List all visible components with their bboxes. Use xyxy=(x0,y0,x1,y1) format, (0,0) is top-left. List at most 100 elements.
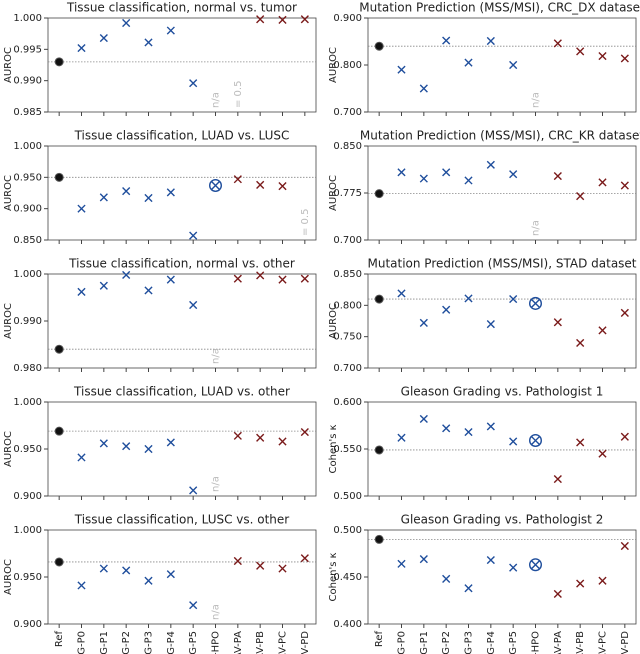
y-tick-label: 0.990 xyxy=(13,76,42,87)
marker xyxy=(442,36,451,45)
marker xyxy=(144,38,153,47)
y-tick-label: 0.700 xyxy=(333,363,362,374)
plot-frame xyxy=(47,273,317,369)
plot-frame xyxy=(367,401,637,497)
marker xyxy=(464,584,473,593)
marker xyxy=(620,54,629,63)
y-tick-label: 1.000 xyxy=(13,141,42,152)
marker xyxy=(576,47,585,56)
marker xyxy=(122,442,131,451)
y-tick-label: 1.000 xyxy=(13,525,42,536)
marker xyxy=(509,437,518,446)
y-tick-label: 0.950 xyxy=(13,444,42,455)
x-tick-label: AG-P3 xyxy=(464,631,475,654)
y-tick-label: 0.950 xyxy=(13,172,42,183)
plot-frame xyxy=(367,273,637,369)
x-tick-label: AV-PA xyxy=(233,631,244,654)
y-axis-label: AUROC xyxy=(3,431,14,467)
marker xyxy=(419,318,428,327)
marker xyxy=(54,426,64,436)
plot-frame xyxy=(47,529,317,625)
marker xyxy=(374,294,384,304)
marker xyxy=(442,305,451,314)
plot-frame xyxy=(47,145,317,241)
marker xyxy=(189,486,198,495)
na-label: n/a xyxy=(531,220,542,236)
x-tick-label: AG-P4 xyxy=(166,631,177,654)
panel-title: Tissue classification, LUAD vs. other xyxy=(73,385,290,399)
note: = 0.5 xyxy=(233,81,244,108)
y-tick-label: 0.750 xyxy=(333,332,362,343)
marker xyxy=(509,60,518,70)
y-axis-label: AUROC xyxy=(3,175,14,211)
x-tick-label: AV-PA xyxy=(553,631,564,654)
na-label: n/a xyxy=(211,476,222,492)
y-axis-label: AUROC xyxy=(328,47,339,83)
marker xyxy=(553,171,562,181)
marker xyxy=(300,427,309,437)
marker xyxy=(553,589,562,599)
marker xyxy=(419,555,428,564)
marker xyxy=(256,433,265,442)
panel-title: Tissue classification, normal vs. other xyxy=(68,257,295,271)
marker xyxy=(54,344,64,354)
x-tick-label: AG-P5 xyxy=(508,631,519,654)
marker xyxy=(486,422,495,431)
marker xyxy=(99,439,108,448)
marker xyxy=(233,175,242,184)
marker xyxy=(166,26,175,35)
marker xyxy=(397,168,406,177)
y-tick-label: 0.900 xyxy=(13,204,42,215)
y-tick-label: 1.000 xyxy=(13,13,42,24)
marker xyxy=(144,193,153,203)
na-label: n/a xyxy=(211,92,222,108)
panel-title: Tissue classification, LUAD vs. LUSC xyxy=(74,129,290,143)
y-tick-label: 0.900 xyxy=(13,491,42,502)
y-axis-label: AUROC xyxy=(3,47,14,83)
marker xyxy=(374,445,384,455)
na-label: n/a xyxy=(211,348,222,364)
panel-title: Gleason Grading vs. Pathologist 1 xyxy=(401,385,604,399)
y-tick-label: 1.000 xyxy=(13,397,42,408)
x-tick-label: AV-PB xyxy=(255,631,266,654)
marker xyxy=(442,168,451,177)
marker xyxy=(278,564,287,573)
marker xyxy=(278,437,287,446)
marker xyxy=(529,558,543,572)
x-tick-label: AG-P0 xyxy=(77,631,88,654)
marker xyxy=(256,561,265,570)
marker xyxy=(419,84,428,93)
y-tick-label: 0.850 xyxy=(333,141,362,152)
marker xyxy=(77,43,86,53)
marker xyxy=(189,231,198,240)
marker xyxy=(620,308,629,317)
marker xyxy=(166,570,175,579)
marker xyxy=(189,300,198,310)
marker xyxy=(553,39,562,48)
x-tick-label: AV-PB xyxy=(575,631,586,654)
marker xyxy=(598,178,607,187)
marker xyxy=(509,170,518,179)
na-label: n/a xyxy=(211,604,222,620)
marker xyxy=(553,318,562,327)
marker xyxy=(122,566,131,575)
y-tick-label: 0.800 xyxy=(333,60,362,71)
marker xyxy=(397,559,406,568)
marker xyxy=(620,541,629,551)
marker xyxy=(166,275,175,284)
x-tick-label: AG-HPO xyxy=(211,631,222,654)
plot-frame xyxy=(47,401,317,497)
x-tick-label: AG-P2 xyxy=(121,631,132,654)
marker xyxy=(486,320,495,329)
y-tick-label: 0.500 xyxy=(333,525,362,536)
marker xyxy=(553,474,562,484)
marker xyxy=(529,296,543,310)
y-axis-label: AUROC xyxy=(3,303,14,339)
x-tick-label: AG-P0 xyxy=(397,631,408,654)
marker xyxy=(529,434,543,448)
na-label: n/a xyxy=(531,92,542,108)
marker xyxy=(233,556,242,566)
y-tick-label: 0.500 xyxy=(333,491,362,502)
